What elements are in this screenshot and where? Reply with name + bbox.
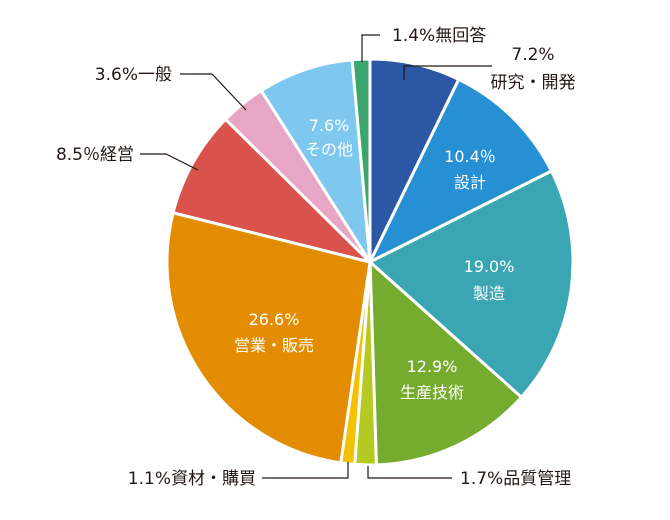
- pie-slice-production-engineering: [368, 260, 523, 467]
- value-design: 10.4％: [444, 147, 496, 166]
- value-other: 7.6%: [309, 116, 350, 135]
- category-research: 研究・開発: [491, 73, 576, 93]
- label-management: 8.5％経営: [56, 145, 134, 165]
- category-management: 経営: [100, 145, 134, 165]
- value-manufacturing: 19.0%: [464, 257, 515, 276]
- category-quality: 品質管理: [503, 469, 571, 489]
- value-production-engineering: 12.9%: [407, 357, 458, 376]
- value-sales: 26.6%: [249, 310, 300, 329]
- leader-line-management: [140, 153, 199, 171]
- label-quality: 1.7%品質管理: [460, 469, 571, 489]
- pie-slice-management: [171, 117, 372, 264]
- leader-line-no-answer: [361, 34, 380, 62]
- category-production-engineering: 生産技術: [400, 383, 464, 402]
- pie-slice-design: [368, 77, 553, 264]
- leader-line-general: [180, 73, 247, 111]
- pie-slice-sales: [165, 211, 372, 465]
- label-materials: 1.1%資材・購買: [128, 469, 256, 489]
- category-manufacturing: 製造: [473, 284, 505, 303]
- pie-slice-other: [259, 58, 372, 264]
- category-sales: 営業・販売: [234, 336, 314, 355]
- leader-line-materials: [262, 462, 349, 479]
- label-general: 3.6%一般: [95, 65, 172, 85]
- category-no-answer: 無回答: [435, 26, 486, 46]
- leader-line-quality: [367, 466, 452, 479]
- leader-line-research: [403, 65, 492, 80]
- category-other: その他: [305, 140, 353, 159]
- label-no-answer: 1.4%無回答: [392, 26, 486, 46]
- value-quality: 1.7%: [460, 469, 503, 489]
- pie-slice-manufacturing: [368, 169, 575, 399]
- category-design: 設計: [454, 173, 486, 192]
- value-materials: 1.1%: [128, 469, 171, 489]
- pie-slice-no-answer: [350, 57, 372, 264]
- leader-lines: [140, 34, 492, 479]
- value-management: 8.5％: [56, 145, 100, 165]
- category-general: 一般: [138, 65, 172, 85]
- value-research: 7.2%: [511, 45, 554, 65]
- value-no-answer: 1.4%: [392, 26, 435, 46]
- category-materials: 資材・購買: [171, 469, 256, 489]
- value-general: 3.6%: [95, 65, 138, 85]
